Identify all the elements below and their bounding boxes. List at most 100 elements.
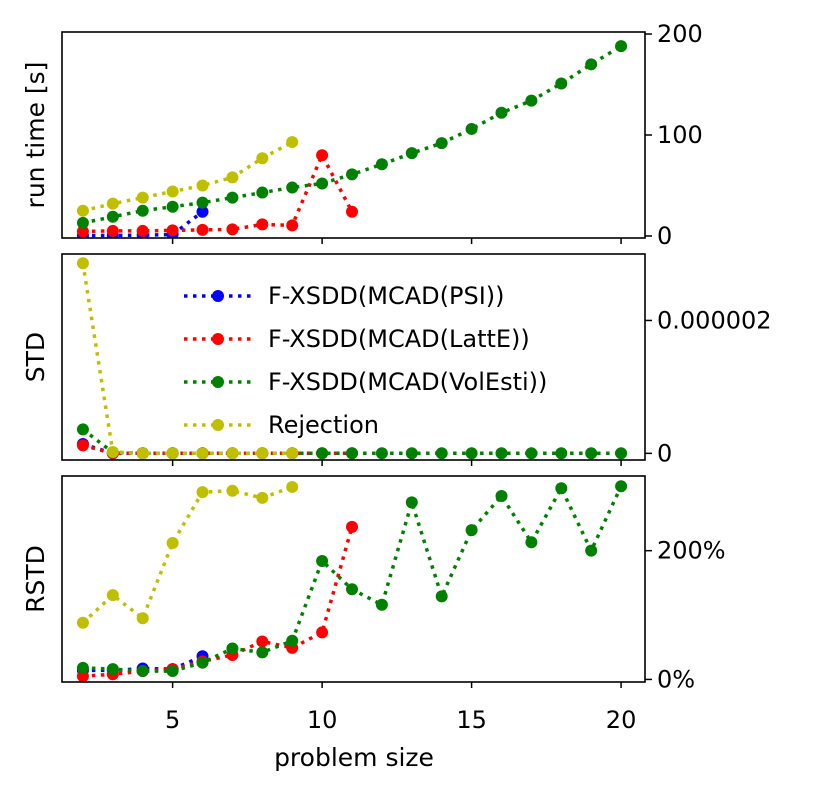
runtime-point-f-xsdd-mcad-volesti [405, 147, 418, 160]
rstd-ytick-label: 200% [657, 537, 726, 565]
rstd-point-f-xsdd-mcad-volesti [465, 524, 478, 537]
rstd-series-line-f-xsdd-mcad-volesti [82, 484, 623, 673]
runtime-point-f-xsdd-mcad-latte [106, 224, 119, 237]
runtime-frame [61, 31, 646, 239]
rstd-frame [61, 475, 646, 683]
runtime-point-rejection [286, 136, 299, 149]
std-point-rejection [196, 447, 209, 460]
rstd-point-f-xsdd-mcad-volesti [615, 480, 628, 493]
xtick-label: 10 [307, 706, 338, 734]
runtime-point-f-xsdd-mcad-volesti [615, 40, 628, 53]
rstd-point-f-xsdd-mcad-volesti [76, 661, 89, 674]
std-point-f-xsdd-mcad-volesti [465, 447, 478, 460]
runtime-point-rejection [166, 185, 179, 198]
runtime-point-f-xsdd-mcad-volesti [196, 196, 209, 209]
std-series-line-rejection [81, 263, 293, 456]
std-point-rejection [256, 447, 269, 460]
std-point-f-xsdd-mcad-latte [76, 439, 89, 452]
rstd-point-f-xsdd-mcad-volesti [585, 544, 598, 557]
std-series-line-f-xsdd-mcad-latte [82, 443, 352, 456]
runtime-y-axis-label: run time [s] [21, 62, 50, 209]
runtime-series-line-f-xsdd-mcad-latte [82, 151, 354, 234]
rstd-point-f-xsdd-mcad-volesti [555, 482, 568, 495]
chart-panels: run time [s] 0 100 200 STD 0 0.000002 RSTD 0% 200… [21, 20, 772, 693]
runtime-point-f-xsdd-mcad-volesti [555, 77, 568, 90]
runtime-point-f-xsdd-mcad-latte [286, 219, 299, 232]
runtime-ytick-label: 100 [657, 121, 703, 149]
runtime-point-f-xsdd-mcad-latte [196, 223, 209, 236]
rstd-point-f-xsdd-mcad-latte [346, 520, 359, 533]
runtime-point-f-xsdd-mcad-psi [196, 205, 209, 218]
rstd-point-f-xsdd-mcad-volesti [256, 646, 269, 659]
rstd-point-f-xsdd-mcad-volesti [525, 536, 538, 549]
rstd-point-rejection [286, 480, 299, 493]
rstd-point-f-xsdd-mcad-volesti [136, 665, 149, 678]
rstd-series-line-rejection [81, 485, 293, 625]
runtime-point-f-xsdd-mcad-latte [256, 218, 269, 231]
rstd-point-rejection [196, 486, 209, 499]
runtime-point-f-xsdd-mcad-volesti [136, 204, 149, 217]
runtime-point-f-xsdd-mcad-volesti [435, 137, 448, 150]
std-point-rejection [226, 447, 239, 460]
rstd-point-f-xsdd-mcad-volesti [435, 590, 448, 603]
std-point-f-xsdd-mcad-volesti [495, 447, 508, 460]
std-point-f-xsdd-mcad-volesti [76, 423, 89, 436]
runtime-point-f-xsdd-mcad-latte [76, 225, 89, 238]
rstd-series-line-f-xsdd-mcad-latte [82, 526, 354, 678]
panel-rstd: RSTD 0% 200% [21, 475, 726, 693]
rstd-point-rejection [226, 484, 239, 497]
rstd-point-f-xsdd-mcad-latte [316, 626, 329, 639]
rstd-point-rejection [166, 536, 179, 549]
runtime-point-f-xsdd-mcad-volesti [76, 216, 89, 229]
std-point-f-xsdd-mcad-volesti [525, 447, 538, 460]
runtime-point-f-xsdd-mcad-volesti [316, 177, 329, 190]
std-y-axis-label: STD [21, 332, 50, 382]
runtime-point-rejection [226, 171, 239, 184]
runtime-point-rejection [256, 152, 269, 165]
rstd-point-f-xsdd-mcad-latte [76, 670, 89, 682]
runtime-point-f-xsdd-mcad-latte [346, 205, 359, 218]
runtime-point-f-xsdd-mcad-volesti [286, 181, 299, 194]
std-point-f-xsdd-mcad-volesti [405, 447, 418, 460]
runtime-point-f-xsdd-mcad-latte [316, 149, 329, 162]
runtime-point-rejection [136, 191, 149, 204]
std-point-f-xsdd-mcad-volesti [555, 447, 568, 460]
std-point-rejection [166, 447, 179, 460]
rstd-point-f-xsdd-mcad-volesti [375, 598, 388, 611]
xtick-label: 5 [165, 706, 180, 734]
runtime-point-f-xsdd-mcad-volesti [465, 122, 478, 135]
runtime-point-f-xsdd-mcad-latte [136, 224, 149, 237]
x-axis: problem size 5 10 15 20 [165, 706, 636, 772]
runtime-point-f-xsdd-mcad-volesti [525, 94, 538, 107]
legend-label-f-xsdd-mcad-psi: F-XSDD(MCAD(PSI)) [268, 282, 505, 310]
xtick-label: 15 [456, 706, 487, 734]
legend-marker-f-xsdd-mcad-latte [212, 333, 224, 345]
rstd-point-f-xsdd-mcad-volesti [196, 656, 209, 669]
runtime-point-rejection [196, 179, 209, 192]
runtime-point-f-xsdd-mcad-volesti [166, 200, 179, 213]
rstd-point-rejection [136, 612, 149, 625]
rstd-point-f-xsdd-mcad-volesti [286, 634, 299, 647]
std-point-rejection [106, 446, 119, 459]
panel-std: STD 0 0.000002 [21, 253, 772, 467]
runtime-point-rejection [106, 197, 119, 210]
std-point-f-xsdd-mcad-volesti [435, 447, 448, 460]
runtime-point-f-xsdd-mcad-volesti [106, 210, 119, 223]
runtime-ytick-label: 200 [657, 20, 703, 48]
runtime-point-f-xsdd-mcad-volesti [375, 158, 388, 171]
std-plot-area [76, 257, 628, 460]
rstd-point-f-xsdd-mcad-volesti [106, 663, 119, 676]
std-point-f-xsdd-mcad-volesti [585, 447, 598, 460]
runtime-series-line-f-xsdd-mcad-psi [82, 210, 204, 238]
x-axis-label: problem size [274, 743, 434, 772]
runtime-point-f-xsdd-mcad-volesti [346, 168, 359, 181]
runtime-point-f-xsdd-mcad-latte [226, 223, 239, 236]
runtime-ytick-label: 0 [657, 222, 672, 250]
rstd-point-f-xsdd-mcad-latte [256, 635, 269, 648]
runtime-point-f-xsdd-mcad-volesti [495, 106, 508, 119]
legend: F-XSDD(MCAD(PSI)) F-XSDD(MCAD(LattE)) F-XS… [184, 282, 547, 439]
std-point-rejection [76, 257, 89, 270]
rstd-point-f-xsdd-mcad-volesti [226, 642, 239, 655]
std-ytick-label: 0.000002 [657, 306, 772, 334]
